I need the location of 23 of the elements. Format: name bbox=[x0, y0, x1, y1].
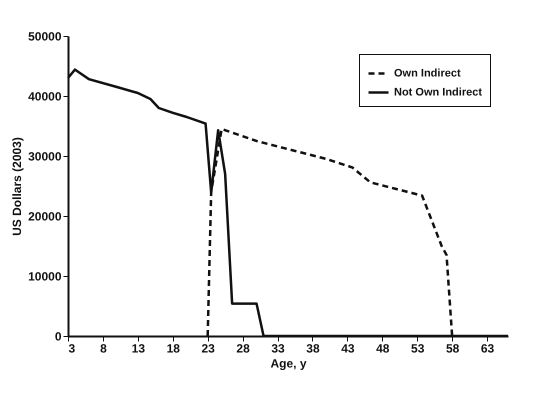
x-tick-label: 48 bbox=[376, 342, 390, 356]
x-tick-label: 38 bbox=[306, 342, 320, 356]
x-tick-label: 63 bbox=[480, 342, 495, 356]
y-tick-label: 30000 bbox=[28, 150, 62, 164]
x-tick-label: 43 bbox=[341, 342, 355, 356]
x-tick-label: 33 bbox=[271, 342, 286, 356]
x-tick-label: 53 bbox=[411, 342, 425, 356]
x-tick-label: 13 bbox=[132, 342, 146, 356]
y-tick-label: 20000 bbox=[28, 210, 62, 224]
legend-label: Own Indirect bbox=[394, 68, 461, 80]
y-axis-title: US Dollars (2003) bbox=[10, 137, 24, 236]
x-tick-label: 18 bbox=[166, 342, 180, 356]
x-tick-label: 23 bbox=[202, 342, 216, 356]
x-tick-label: 3 bbox=[68, 342, 76, 356]
y-tick-label: 40000 bbox=[28, 90, 62, 104]
y-tick-label: 50000 bbox=[28, 30, 62, 44]
x-tick-label: 28 bbox=[236, 342, 250, 356]
legend-label: Not Own Indirect bbox=[394, 86, 482, 98]
y-tick-label: 10000 bbox=[28, 270, 62, 284]
x-tick-label: 8 bbox=[100, 342, 108, 356]
x-tick-label: 58 bbox=[446, 342, 460, 356]
x-axis-title: Age, y bbox=[270, 356, 307, 370]
y-tick-label: 0 bbox=[54, 330, 62, 344]
